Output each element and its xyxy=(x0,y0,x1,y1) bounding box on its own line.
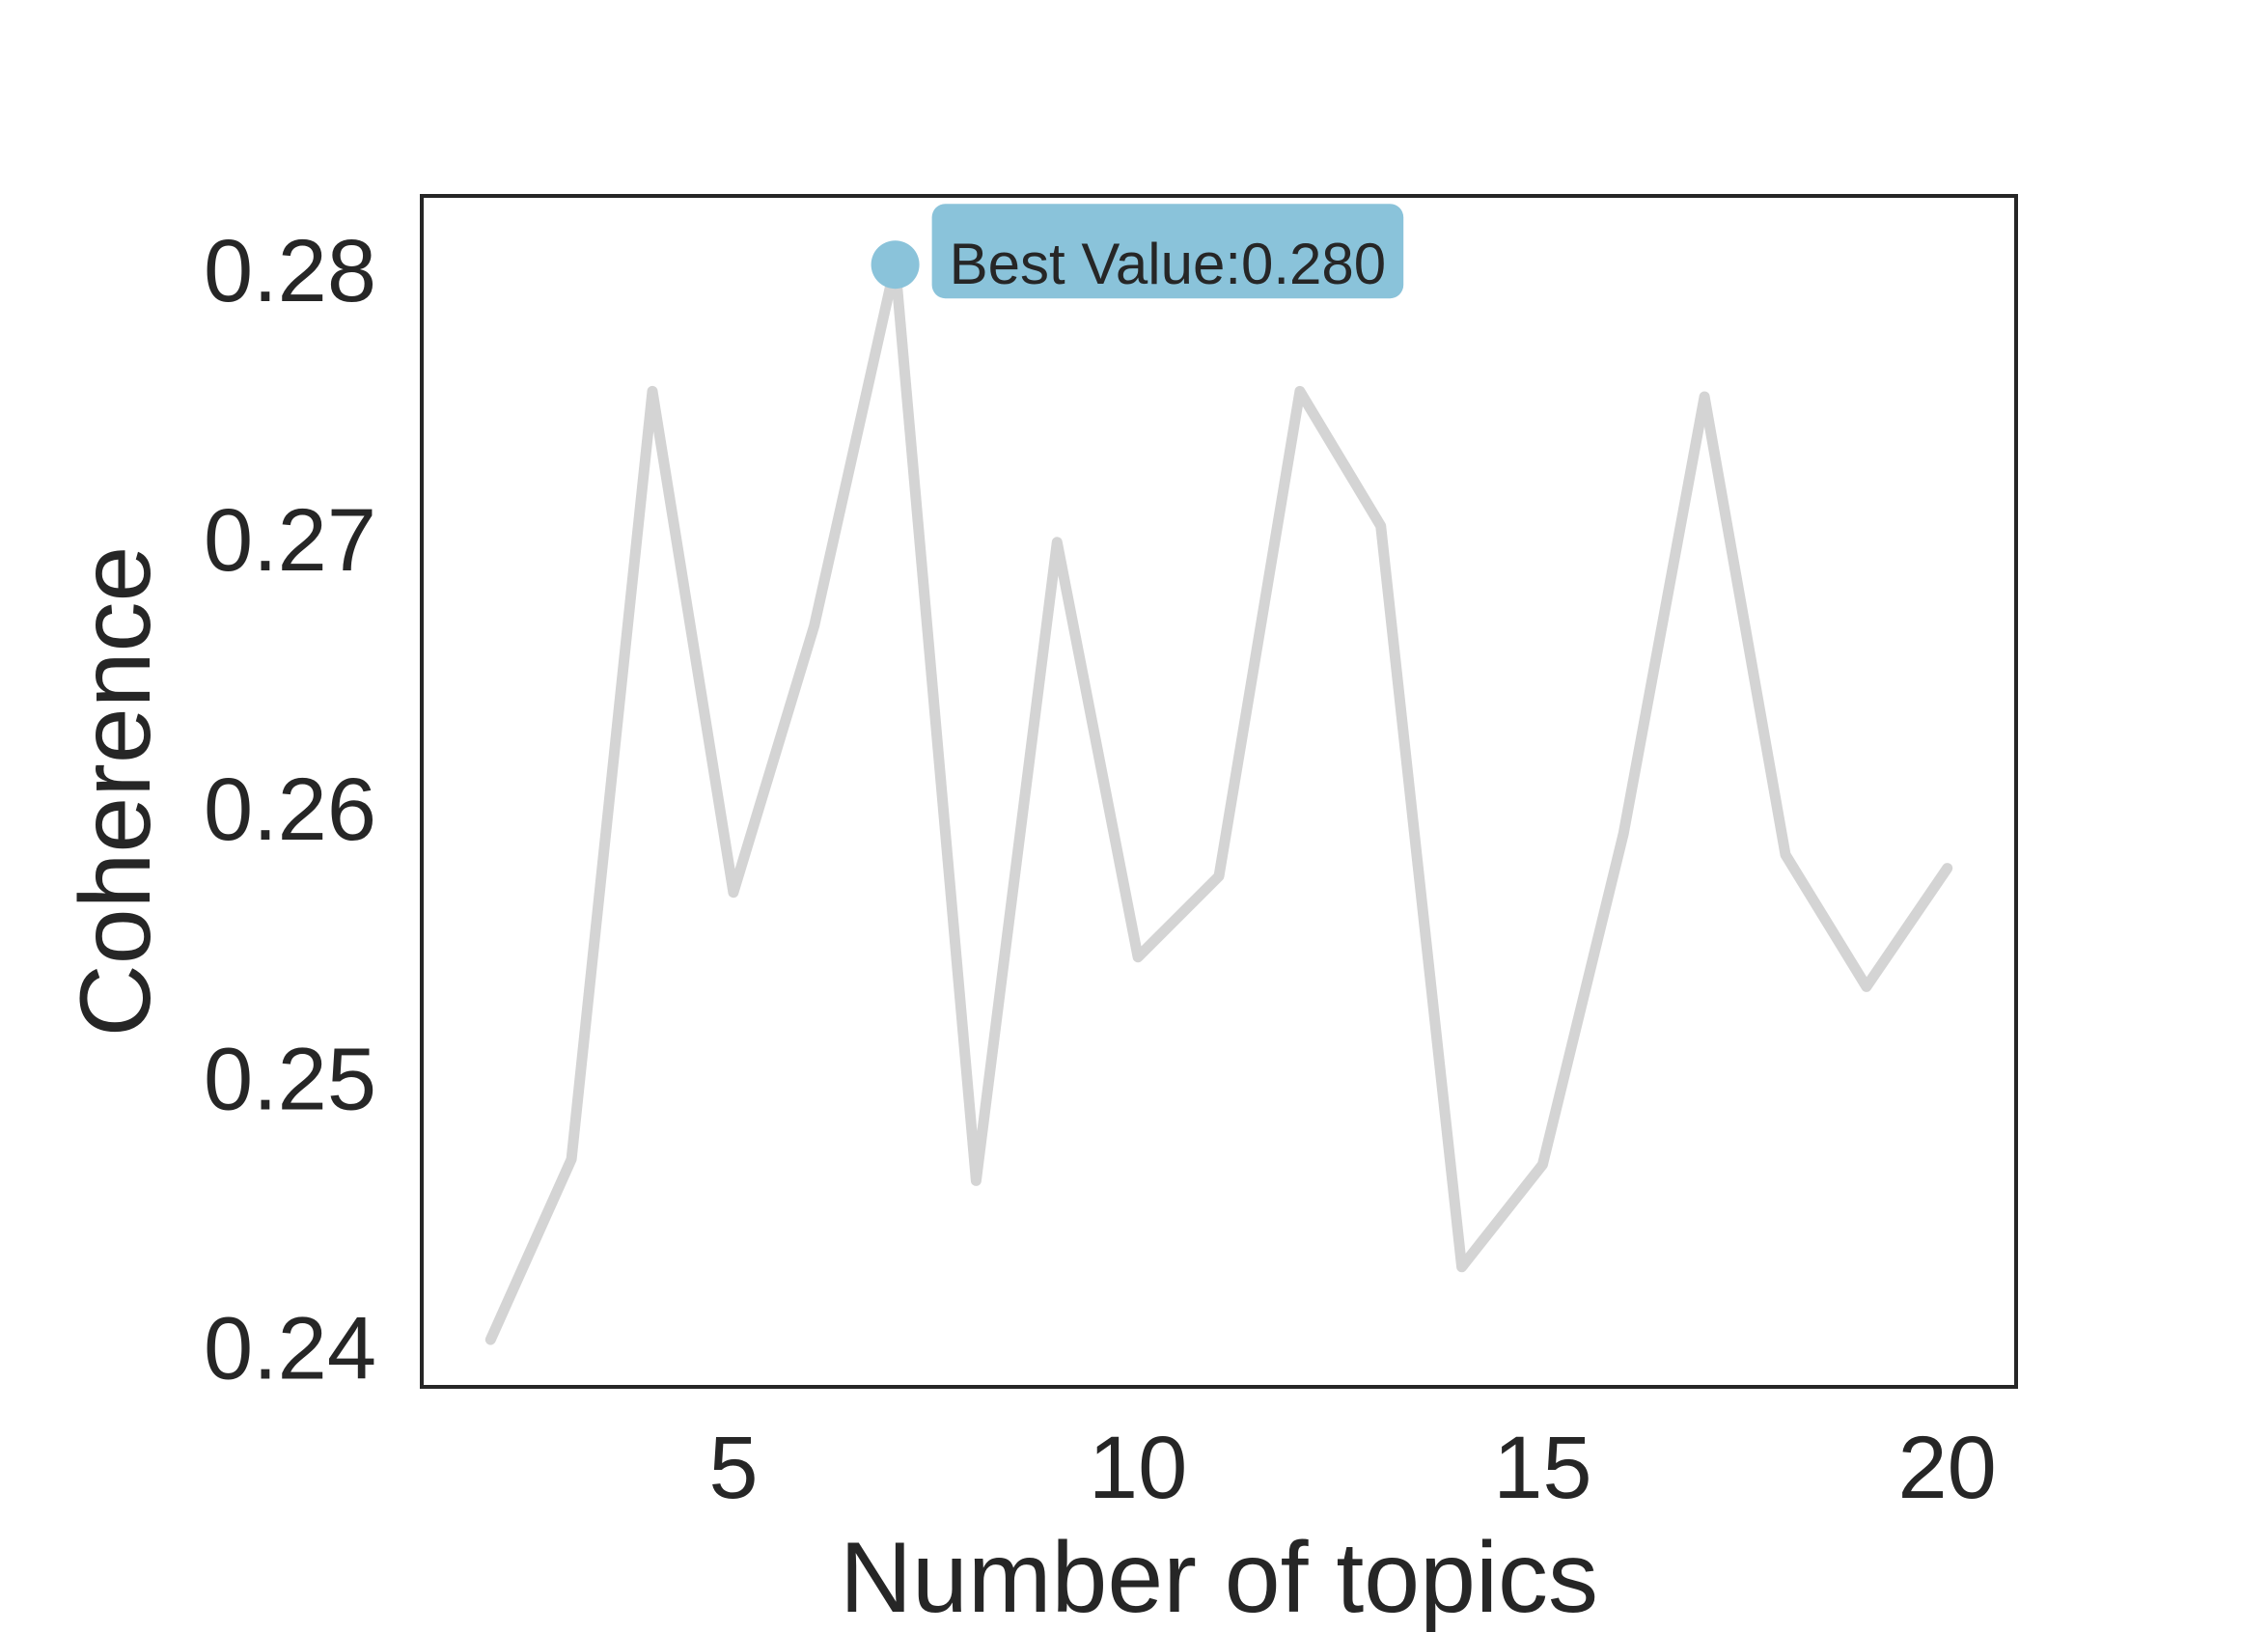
x-axis-label: Number of topics xyxy=(840,1522,1598,1632)
best-value-annotation: Best Value:0.280 xyxy=(950,232,1387,296)
y-tick-label: 0.28 xyxy=(204,222,376,320)
series-line xyxy=(484,259,1953,1345)
y-tick-label: 0.24 xyxy=(204,1300,376,1398)
best-value-marker xyxy=(871,240,920,290)
plot-frame xyxy=(420,194,2018,1389)
y-tick-label: 0.25 xyxy=(204,1030,376,1128)
x-tick-label: 15 xyxy=(1493,1419,1591,1517)
x-tick-label: 5 xyxy=(708,1419,758,1517)
y-axis-label: Coherence xyxy=(60,546,172,1037)
best-value-annotation-box xyxy=(931,204,1404,299)
x-tick-label: 20 xyxy=(1898,1419,1997,1517)
x-tick-label: 10 xyxy=(1089,1419,1187,1517)
y-tick-label: 0.26 xyxy=(204,761,376,859)
y-tick-label: 0.27 xyxy=(204,491,376,590)
